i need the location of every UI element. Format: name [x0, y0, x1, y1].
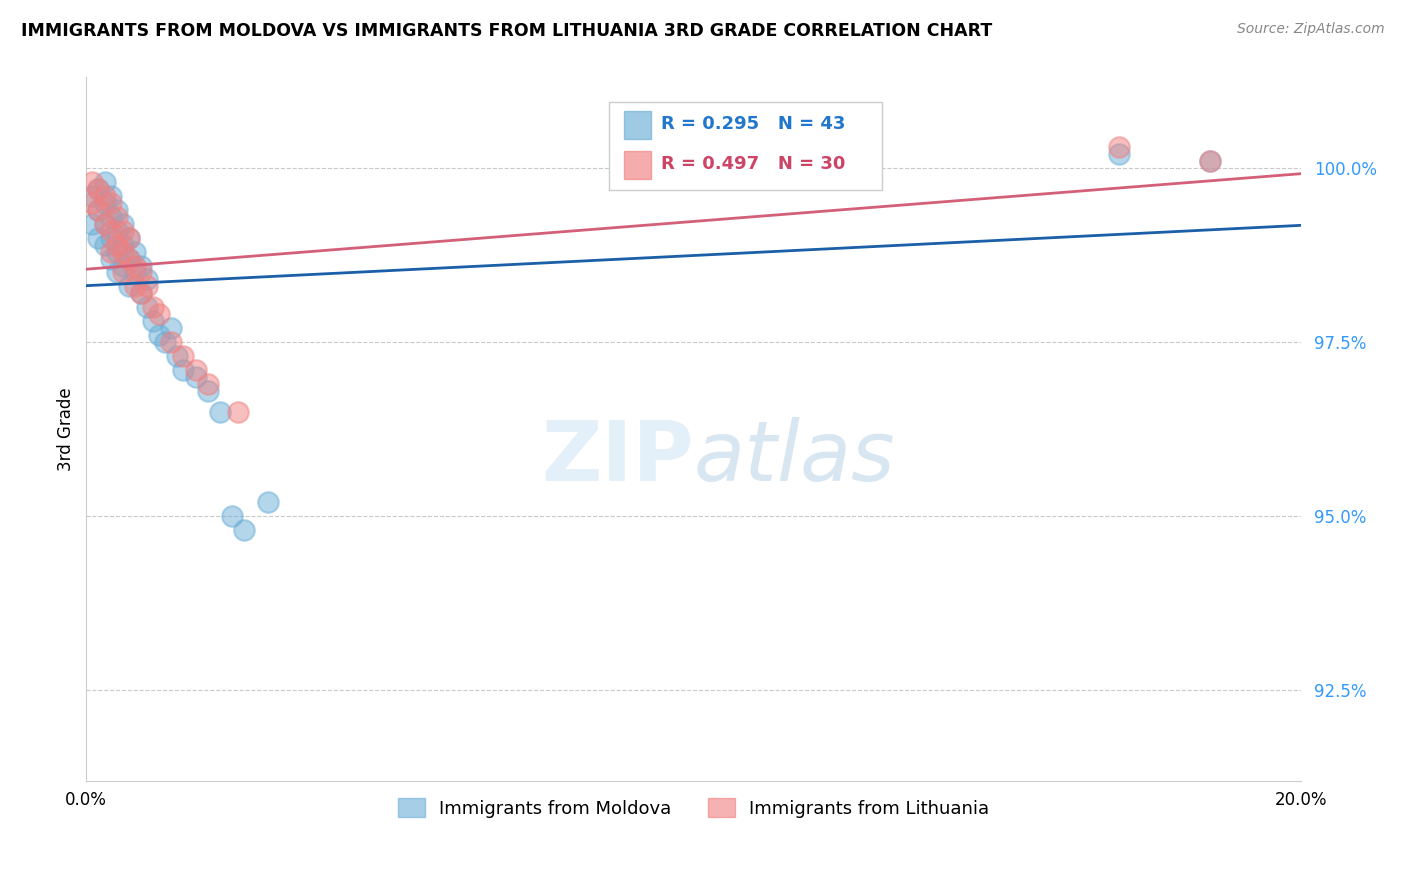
- Point: [118, 230, 141, 244]
- Point: [111, 224, 134, 238]
- Point: [100, 252, 122, 266]
- Point: [87, 182, 110, 196]
- Point: [100, 195, 122, 210]
- Y-axis label: 3rd Grade: 3rd Grade: [58, 387, 75, 471]
- Point: [87, 202, 110, 217]
- Text: IMMIGRANTS FROM MOLDOVA VS IMMIGRANTS FROM LITHUANIA 3RD GRADE CORRELATION CHART: IMMIGRANTS FROM MOLDOVA VS IMMIGRANTS FR…: [21, 22, 993, 40]
- Point: [87, 182, 110, 196]
- Point: [118, 230, 141, 244]
- Point: [100, 230, 122, 244]
- Bar: [624, 152, 651, 179]
- Point: [82, 189, 104, 203]
- Point: [100, 244, 122, 259]
- Text: Source: ZipAtlas.com: Source: ZipAtlas.com: [1237, 22, 1385, 37]
- Point: [111, 237, 134, 252]
- Point: [118, 252, 141, 266]
- Point: [100, 210, 122, 224]
- Point: [184, 363, 207, 377]
- Point: [142, 314, 165, 328]
- Point: [226, 405, 249, 419]
- Point: [87, 230, 110, 244]
- Point: [129, 265, 152, 279]
- Point: [1108, 147, 1130, 161]
- Point: [100, 189, 122, 203]
- Point: [136, 301, 159, 315]
- Point: [233, 523, 256, 537]
- Point: [155, 335, 177, 350]
- Point: [93, 237, 115, 252]
- Point: [100, 224, 122, 238]
- Point: [197, 384, 219, 398]
- Point: [82, 217, 104, 231]
- Point: [105, 202, 128, 217]
- Point: [111, 259, 134, 273]
- Point: [1198, 154, 1220, 169]
- Point: [111, 244, 134, 259]
- Point: [148, 307, 170, 321]
- Point: [136, 279, 159, 293]
- Text: ZIP: ZIP: [541, 417, 693, 498]
- FancyBboxPatch shape: [609, 102, 882, 190]
- Point: [172, 349, 194, 363]
- Bar: [624, 111, 651, 139]
- Point: [105, 224, 128, 238]
- Point: [87, 202, 110, 217]
- Point: [124, 279, 146, 293]
- Point: [93, 195, 115, 210]
- Point: [82, 195, 104, 210]
- Point: [105, 237, 128, 252]
- Point: [129, 286, 152, 301]
- Point: [93, 217, 115, 231]
- Legend: Immigrants from Moldova, Immigrants from Lithuania: Immigrants from Moldova, Immigrants from…: [391, 791, 997, 825]
- Point: [1198, 154, 1220, 169]
- Text: R = 0.295   N = 43: R = 0.295 N = 43: [661, 114, 845, 133]
- Point: [93, 189, 115, 203]
- Point: [160, 335, 183, 350]
- Text: atlas: atlas: [693, 417, 896, 498]
- Point: [129, 259, 152, 273]
- Point: [142, 301, 165, 315]
- Point: [124, 265, 146, 279]
- Point: [118, 279, 141, 293]
- Point: [105, 265, 128, 279]
- Point: [111, 265, 134, 279]
- Point: [208, 405, 231, 419]
- Text: R = 0.497   N = 30: R = 0.497 N = 30: [661, 155, 845, 173]
- Point: [82, 175, 104, 189]
- Point: [197, 376, 219, 391]
- Point: [129, 286, 152, 301]
- Point: [148, 328, 170, 343]
- Point: [172, 363, 194, 377]
- Point: [136, 272, 159, 286]
- Point: [221, 509, 243, 524]
- Point: [93, 175, 115, 189]
- Point: [160, 321, 183, 335]
- Point: [105, 210, 128, 224]
- Point: [257, 495, 280, 509]
- Point: [184, 370, 207, 384]
- Point: [166, 349, 188, 363]
- Point: [111, 217, 134, 231]
- Point: [1108, 140, 1130, 154]
- Point: [93, 217, 115, 231]
- Point: [118, 252, 141, 266]
- Point: [124, 244, 146, 259]
- Point: [105, 244, 128, 259]
- Point: [124, 259, 146, 273]
